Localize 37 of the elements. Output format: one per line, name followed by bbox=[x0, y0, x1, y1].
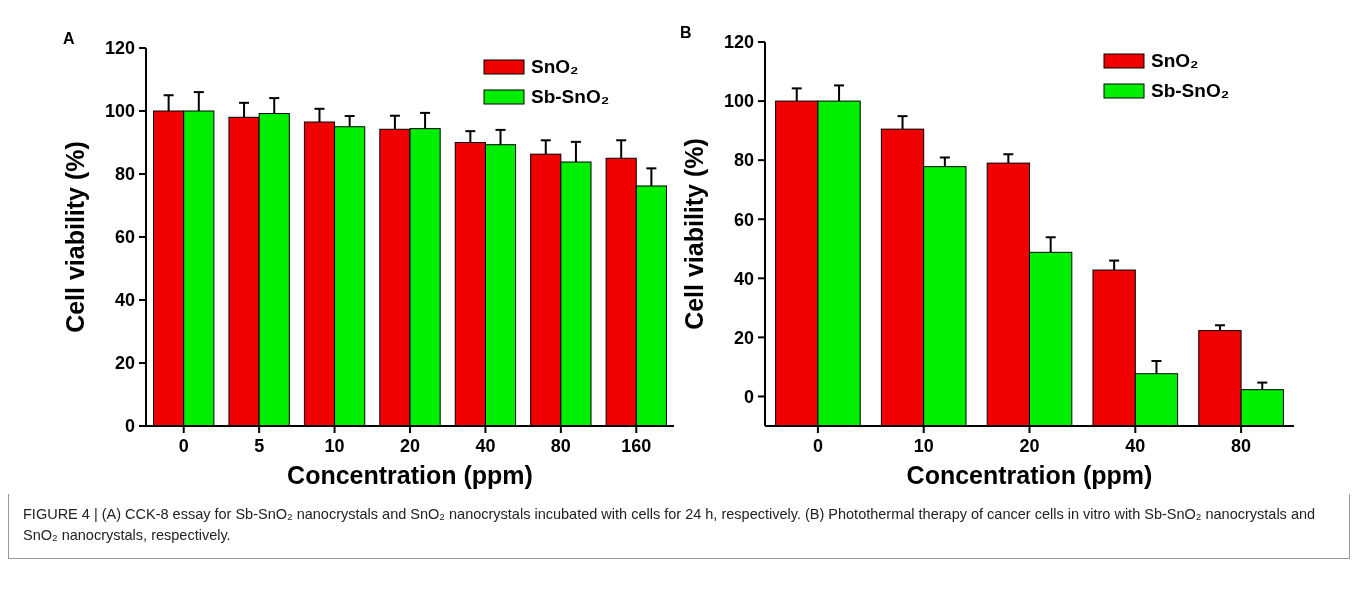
y-tick-label: 0 bbox=[124, 416, 135, 437]
x-tick-label: 0 bbox=[812, 436, 823, 456]
y-tick-label: 20 bbox=[114, 353, 135, 374]
x-axis-title: Concentration (ppm) bbox=[906, 461, 1153, 489]
x-axis-title: Concentration (ppm) bbox=[287, 461, 533, 489]
x-tick-label: 80 bbox=[1231, 436, 1252, 456]
x-tick-label: 10 bbox=[913, 436, 934, 456]
x-tick-label: 40 bbox=[475, 436, 496, 456]
caption: FIGURE 4 | (A) CCK-8 essay for Sb-SnO₂ nanocrystals and SnO₂ nanocrystals incubated with cells for 24 h, respectively. (B) Photothermal therapy of cancer cells in vitro with Sb-SnO₂ nanocrystals and SnO₂ nanocrystals, respectively. bbox=[8, 494, 1350, 559]
y-tick-label: 80 bbox=[114, 164, 135, 185]
chart-title: A bbox=[63, 30, 75, 47]
y-tick-label: 120 bbox=[723, 32, 754, 53]
x-tick-label: 20 bbox=[1019, 436, 1040, 456]
y-tick-label: 60 bbox=[733, 209, 754, 230]
legend-label: Sb-SnO₂ bbox=[531, 86, 610, 107]
legend-label: SnO₂ bbox=[1151, 50, 1199, 71]
y-tick-label: 100 bbox=[104, 101, 135, 122]
y-tick-label: 40 bbox=[114, 290, 135, 311]
x-tick-label: 20 bbox=[399, 436, 421, 456]
x-tick-label: 80 bbox=[550, 436, 571, 456]
x-tick-label: 5 bbox=[254, 436, 265, 456]
legend-label: SnO₂ bbox=[531, 56, 579, 77]
y-tick-label: 0 bbox=[743, 386, 754, 407]
chart-title: B bbox=[680, 24, 692, 41]
y-axis-title: Cell viability (%) bbox=[680, 138, 708, 330]
x-tick-label: 0 bbox=[178, 436, 189, 456]
y-tick-label: 80 bbox=[733, 150, 754, 171]
x-tick-label: 160 bbox=[621, 436, 652, 456]
x-tick-label: 40 bbox=[1125, 436, 1146, 456]
legend-label: Sb-SnO₂ bbox=[1151, 80, 1230, 101]
y-tick-label: 60 bbox=[114, 227, 135, 248]
y-axis-title: Cell viability (%) bbox=[61, 141, 89, 333]
y-tick-label: 100 bbox=[723, 91, 754, 112]
y-tick-label: 40 bbox=[733, 268, 754, 289]
y-tick-label: 20 bbox=[733, 327, 754, 348]
x-tick-label: 10 bbox=[324, 436, 345, 456]
y-tick-label: 120 bbox=[104, 38, 135, 59]
